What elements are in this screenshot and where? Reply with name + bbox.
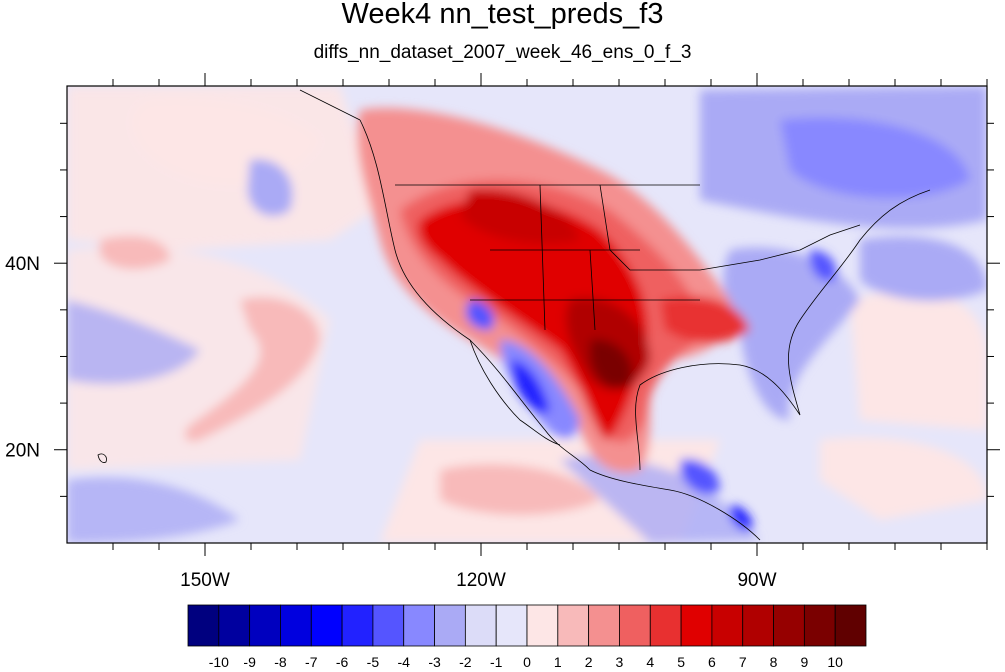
colorbar-label: 3 bbox=[616, 654, 624, 670]
colorbar-swatch bbox=[249, 604, 281, 647]
colorbar-swatch bbox=[619, 604, 651, 647]
colorbar-swatch bbox=[495, 604, 528, 647]
colorbar-swatch bbox=[464, 604, 497, 647]
colorbar-swatch bbox=[187, 604, 220, 647]
map-title: Week4 nn_test_preds_f3 bbox=[341, 0, 664, 30]
colorbar-swatch bbox=[218, 604, 251, 647]
colorbar-swatch bbox=[711, 604, 744, 647]
colorbar-swatch bbox=[773, 604, 805, 647]
colorbar-swatch bbox=[434, 604, 466, 647]
colorbar-swatch bbox=[526, 604, 559, 647]
colorbar-label: 2 bbox=[585, 654, 593, 670]
coastlines bbox=[97, 89, 931, 541]
colorbar-swatch bbox=[557, 604, 590, 647]
colorbar-swatch bbox=[742, 604, 774, 647]
colorbar-label: -6 bbox=[336, 654, 349, 670]
field-layer bbox=[67, 86, 987, 543]
colorbar-label: -5 bbox=[367, 654, 380, 670]
colorbar-label: 1 bbox=[554, 654, 562, 670]
colorbar-label: 8 bbox=[770, 654, 778, 670]
colorbar-swatch bbox=[834, 604, 867, 647]
colorbar-label: 7 bbox=[739, 654, 747, 670]
colorbar-label: -1 bbox=[490, 654, 503, 670]
y-tick-label: 40N bbox=[5, 254, 40, 275]
colorbar-swatch bbox=[588, 604, 620, 647]
colorbar-swatch bbox=[341, 604, 374, 647]
colorbar-swatch bbox=[280, 604, 312, 647]
colorbar-label: -7 bbox=[305, 654, 318, 670]
colorbar-swatch bbox=[372, 604, 405, 647]
colorbar-label: 6 bbox=[708, 654, 716, 670]
colorbar-label: 4 bbox=[646, 654, 654, 670]
tick-layer: 150W 120W 90W 40N 20N bbox=[5, 73, 1000, 591]
colorbar-label: 0 bbox=[523, 654, 531, 670]
x-tick-label: 90W bbox=[737, 570, 776, 591]
colorbar-label: -9 bbox=[243, 654, 256, 670]
colorbar-swatch bbox=[403, 604, 435, 647]
colorbar-label: -4 bbox=[398, 654, 411, 670]
colorbar-swatch bbox=[803, 604, 836, 647]
colorbar-swatch bbox=[310, 604, 343, 647]
colorbar-swatch bbox=[680, 604, 713, 647]
colorbar-label: -3 bbox=[428, 654, 441, 670]
colorbar-label: 9 bbox=[800, 654, 808, 670]
anomaly-field bbox=[67, 86, 987, 543]
x-tick-label: 120W bbox=[456, 570, 506, 591]
colorbar-swatch bbox=[649, 604, 682, 647]
colorbar-label: -2 bbox=[459, 654, 472, 670]
colorbar: -10 -9 -8 -7 -6 -5 -4 -3 -2 -1 0 1 2 3 4 5 6 7 8 9 10 bbox=[187, 604, 867, 670]
colorbar-label: -10 bbox=[209, 654, 229, 670]
x-tick-label: 150W bbox=[180, 570, 230, 591]
colorbar-label: 10 bbox=[827, 654, 843, 670]
colorbar-label: 5 bbox=[677, 654, 685, 670]
colorbar-label: -8 bbox=[274, 654, 287, 670]
map-subtitle: diffs_nn_dataset_2007_week_46_ens_0_f_3 bbox=[313, 42, 692, 63]
y-tick-label: 20N bbox=[5, 441, 40, 462]
